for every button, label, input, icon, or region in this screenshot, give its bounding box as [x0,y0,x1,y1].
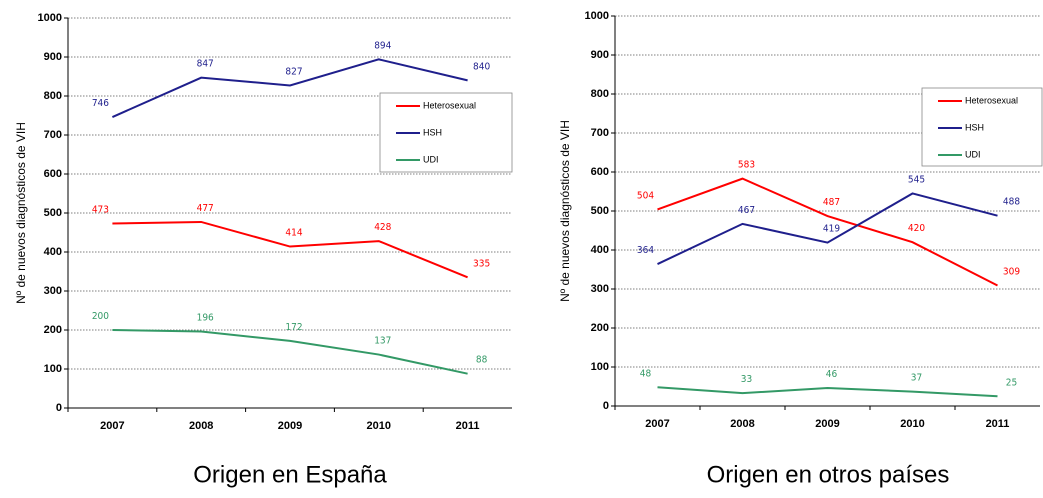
y-tick-label: 200 [44,324,62,336]
series-line [111,58,468,118]
x-tick-label: 2007 [645,418,669,430]
data-label: 746 [92,98,109,109]
data-label: 894 [374,40,391,51]
x-tick-label: 2010 [367,420,391,432]
data-label: 414 [285,228,302,239]
data-label: 473 [92,205,109,216]
y-tick-label: 900 [591,49,609,61]
y-tick-label: 100 [591,361,609,373]
y-tick-label: 200 [591,322,609,334]
data-label: 200 [92,311,109,322]
y-axis-label: Nº de nuevos diagnósticos de VIH [558,120,572,302]
data-label: 309 [1003,266,1020,277]
x-tick-label: 2009 [815,418,839,430]
y-tick-label: 300 [44,285,62,297]
y-tick-label: 900 [44,51,62,63]
x-tick-label: 2010 [900,418,924,430]
data-label: 840 [473,61,490,72]
y-tick-label: 1000 [38,12,62,24]
data-label: 48 [640,368,652,379]
data-label: 847 [197,59,214,70]
data-label: 827 [285,66,302,77]
y-tick-label: 800 [591,88,609,100]
legend-label: Heterosexual [423,100,476,110]
data-label: 477 [197,203,214,214]
data-label: 172 [285,322,302,333]
x-tick-label: 2009 [278,420,302,432]
data-label: 428 [374,222,391,233]
x-tick-label: 2011 [986,418,1010,430]
series-line [112,329,468,375]
y-tick-label: 600 [591,166,609,178]
chart-title: Origen en España [193,461,387,488]
y-tick-label: 0 [56,402,62,414]
legend-label: Heterosexual [965,95,1018,105]
data-label: 487 [823,197,840,208]
data-label: 364 [637,245,654,256]
x-tick-label: 2011 [456,420,480,432]
legend-label: HSH [965,122,984,132]
data-label: 488 [1003,197,1020,208]
y-tick-label: 500 [591,205,609,217]
series-line [112,220,468,279]
y-tick-label: 700 [44,129,62,141]
data-label: 25 [1006,377,1017,388]
data-label: 137 [374,336,391,347]
y-tick-label: 400 [591,244,609,256]
data-label: 33 [741,374,752,385]
data-label: 37 [911,373,922,384]
chart-title: Origen en otros países [707,461,950,488]
data-label: 419 [823,224,840,235]
legend-label: HSH [423,127,442,137]
data-label: 88 [476,355,488,366]
data-label: 467 [738,205,755,216]
data-label: 335 [473,258,490,269]
data-label: 196 [197,313,214,324]
series-line [657,386,998,398]
data-label: 46 [826,369,838,380]
y-tick-label: 300 [591,283,609,295]
x-tick-label: 2008 [730,418,754,430]
data-label: 420 [908,223,925,234]
y-tick-label: 0 [603,400,609,412]
y-tick-label: 500 [44,207,62,219]
y-tick-label: 800 [44,90,62,102]
data-label: 545 [908,174,925,185]
y-tick-label: 1000 [585,10,609,22]
series-line [657,177,998,287]
legend-label: UDI [423,154,439,164]
y-tick-label: 100 [44,363,62,375]
y-tick-label: 600 [44,168,62,180]
x-tick-label: 2007 [100,420,124,432]
data-label: 504 [637,190,654,201]
data-label: 583 [738,160,755,171]
y-axis-label: Nº de nuevos diagnósticos de VIH [14,122,28,304]
y-tick-label: 700 [591,127,609,139]
x-tick-label: 2008 [189,420,213,432]
y-tick-label: 400 [44,246,62,258]
series-line [657,192,998,265]
legend-label: UDI [965,149,981,159]
